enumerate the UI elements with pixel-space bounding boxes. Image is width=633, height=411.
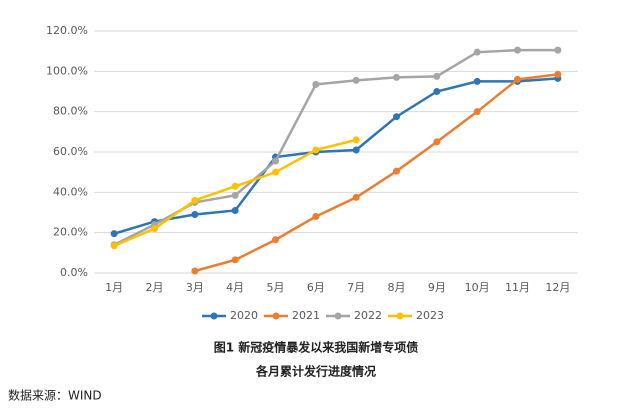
y-tick-label: 100.0% <box>46 64 88 77</box>
series-line <box>194 73 558 273</box>
x-tick-label: 10月 <box>465 281 490 294</box>
x-tick-label: 2月 <box>146 281 164 294</box>
data-point <box>352 136 360 144</box>
data-point <box>312 213 320 221</box>
chart-title: 图1 新冠疫情暴发以来我国新增专项债 <box>214 340 419 355</box>
chart-subtitle: 各月累计发行进度情况 <box>255 364 376 379</box>
data-point <box>393 167 400 175</box>
data-point <box>272 236 279 244</box>
x-tick-label: 9月 <box>428 281 446 294</box>
data-point <box>231 206 239 214</box>
legend-marker <box>396 312 404 320</box>
data-point <box>191 211 199 219</box>
data-point <box>393 113 400 121</box>
y-tick-label: 120.0% <box>46 24 88 37</box>
data-point <box>231 191 239 199</box>
data-point <box>473 77 481 85</box>
x-tick-label: 3月 <box>186 281 204 294</box>
legend-marker <box>334 312 342 320</box>
data-point <box>231 182 239 190</box>
data-point <box>110 230 118 238</box>
data-point <box>352 76 360 84</box>
x-tick-label: 7月 <box>347 281 365 294</box>
y-tick-label: 40.0% <box>53 185 88 198</box>
legend-label: 2020 <box>230 309 258 322</box>
data-point <box>514 46 521 54</box>
source-note: 数据来源：WIND <box>8 388 102 403</box>
x-tick-label: 4月 <box>226 281 244 294</box>
data-point <box>473 48 481 56</box>
data-point <box>433 138 441 146</box>
y-tick-label: 20.0% <box>53 226 88 239</box>
x-tick-label: 11月 <box>505 281 530 294</box>
data-point <box>473 108 481 116</box>
data-point <box>514 75 521 83</box>
data-point <box>272 168 279 176</box>
data-point <box>312 80 320 88</box>
legend-marker <box>210 312 218 320</box>
x-tick-label: 5月 <box>267 281 285 294</box>
data-point <box>393 73 400 81</box>
data-point <box>110 242 118 250</box>
data-point <box>352 146 360 154</box>
data-point <box>312 146 320 154</box>
y-tick-label: 80.0% <box>53 105 88 118</box>
data-point <box>554 70 562 78</box>
x-tick-label: 12月 <box>545 281 570 294</box>
legend-marker <box>272 312 280 320</box>
y-tick-label: 0.0% <box>60 266 88 279</box>
legend-label: 2022 <box>354 309 382 322</box>
series-line <box>113 48 558 246</box>
data-point <box>191 196 199 204</box>
x-tick-label: 6月 <box>307 281 325 294</box>
data-point <box>191 267 199 275</box>
data-point <box>433 88 441 95</box>
data-point <box>231 256 239 264</box>
series-line <box>113 77 558 235</box>
x-tick-label: 1月 <box>105 281 123 294</box>
data-point <box>433 72 441 80</box>
data-point <box>554 46 562 54</box>
data-point <box>352 193 360 201</box>
data-point <box>272 157 279 165</box>
y-tick-label: 60.0% <box>53 145 88 158</box>
x-tick-label: 8月 <box>388 281 406 294</box>
legend-label: 2021 <box>292 309 320 322</box>
data-point <box>151 225 158 233</box>
legend-label: 2023 <box>416 309 444 322</box>
